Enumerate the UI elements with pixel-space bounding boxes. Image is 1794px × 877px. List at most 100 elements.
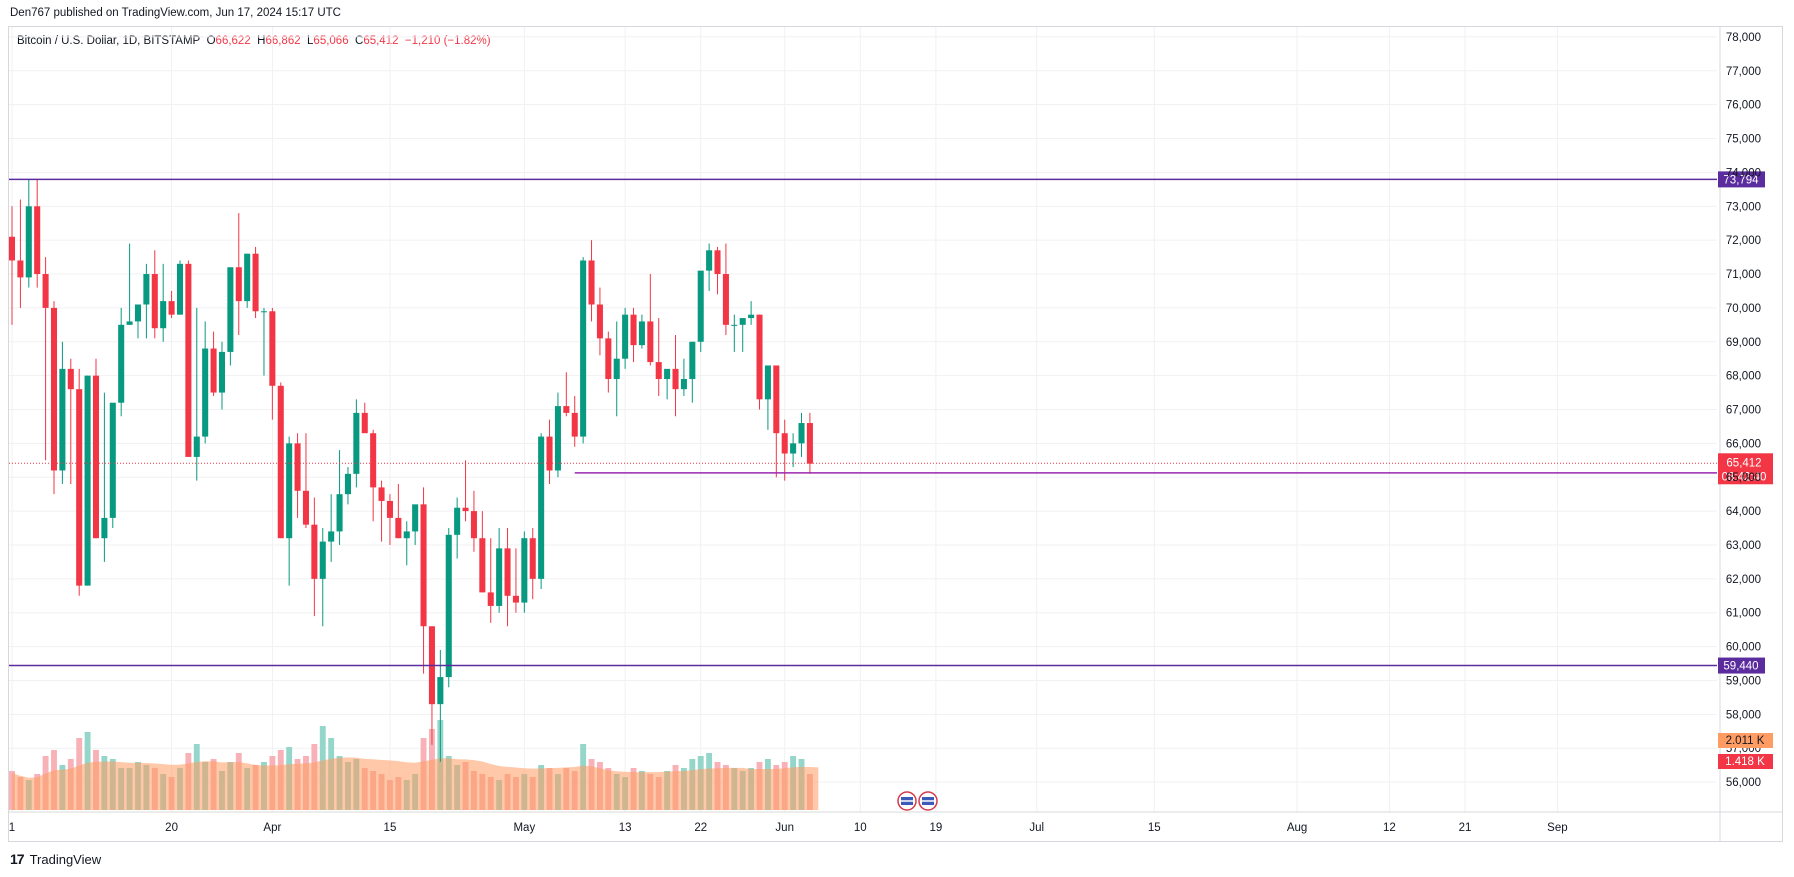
candle-body — [134, 304, 142, 322]
candle-body — [294, 443, 301, 491]
x-tick-label: Jun — [775, 822, 794, 834]
candle-body — [773, 365, 780, 434]
countdown-label: 08:42:40 — [1722, 471, 1767, 483]
candle-body — [596, 304, 603, 339]
candle-body — [277, 385, 284, 539]
candle-body — [193, 436, 200, 457]
candle-body — [269, 311, 276, 386]
candle-body — [630, 314, 637, 346]
x-tick-label: 13 — [619, 822, 632, 834]
us-economic-event-icon — [897, 791, 917, 811]
candle-body — [210, 348, 217, 393]
candle-body — [34, 206, 41, 275]
candle-body — [118, 324, 125, 403]
candle-body — [176, 263, 184, 315]
candle-body — [235, 267, 242, 302]
candle-body — [504, 548, 511, 596]
volume-ma-tag-bg — [1718, 733, 1773, 748]
candle-body — [781, 433, 788, 454]
candle-body — [445, 534, 452, 678]
volume-ma-tag-label: 2.011 K — [1726, 735, 1765, 747]
y-tick-label: 67,000 — [1726, 405, 1761, 417]
candle-body — [25, 206, 32, 278]
candle-body — [244, 253, 251, 302]
candle-body — [420, 504, 427, 627]
candle-body — [756, 314, 763, 400]
candle-body — [454, 507, 461, 535]
candle-body — [92, 375, 100, 539]
candle-body — [529, 538, 536, 579]
candle-body — [496, 548, 503, 606]
y-tick-label: 69,000 — [1726, 337, 1761, 349]
volume-ma-tag: 2.011 K — [1718, 733, 1773, 748]
candle-body — [76, 389, 83, 586]
open-label: O — [206, 35, 216, 47]
x-tick-label: 12 — [1383, 822, 1396, 834]
candle-body — [227, 267, 234, 352]
y-tick-label: 74,000 — [1726, 167, 1761, 179]
candle-body — [689, 341, 696, 380]
candle-body — [462, 507, 469, 512]
y-tick-label: 68,000 — [1726, 371, 1761, 383]
candle-body — [538, 436, 545, 579]
y-tick-label: 60,000 — [1726, 642, 1761, 654]
candle-body — [67, 368, 74, 390]
candle-body — [260, 311, 267, 313]
x-tick-label: Aug — [1287, 822, 1307, 834]
candle-body — [160, 301, 167, 329]
us-economic-event-icon — [918, 791, 938, 811]
low-label: L — [307, 35, 314, 47]
candle-body — [126, 321, 133, 325]
candle-body — [672, 368, 679, 390]
open-value: 66,622 — [215, 35, 251, 47]
candle-body — [50, 307, 58, 471]
y-tick-label: 72,000 — [1726, 235, 1761, 247]
candle-body — [512, 595, 519, 603]
candle-body — [613, 358, 620, 380]
y-tick-label: 59,000 — [1726, 675, 1761, 687]
candle-body — [302, 490, 309, 525]
candle-body — [403, 531, 410, 539]
change-value: −1,210 (−1.82%) — [404, 35, 491, 47]
candle-body — [84, 375, 91, 586]
candle-body — [714, 250, 721, 275]
candle-body — [563, 406, 570, 413]
candle-body — [806, 423, 813, 464]
candle-body — [580, 260, 587, 437]
candle-body — [588, 260, 595, 305]
high-value: 66,862 — [265, 35, 301, 47]
y-tick-label: 58,000 — [1726, 709, 1761, 721]
x-tick-label: 15 — [1148, 822, 1161, 834]
published-header: Den767 published on TradingView.com, Jun… — [10, 7, 341, 19]
tradingview-logo-icon: 17 — [10, 851, 25, 867]
x-tick-label: Sep — [1547, 822, 1567, 834]
footer-brand[interactable]: 17 TradingView — [10, 851, 101, 867]
x-tick-label: 22 — [694, 822, 707, 834]
x-tick-label: 10 — [854, 822, 867, 834]
candle-body — [143, 274, 150, 305]
y-tick-label: 75,000 — [1726, 134, 1761, 146]
symbol-name[interactable]: Bitcoin / U.S. Dollar, 1D, BITSTAMP — [17, 35, 201, 47]
level-price-tag: 59,440 — [1718, 657, 1765, 674]
candle-body — [336, 494, 343, 532]
candle-body — [370, 433, 377, 488]
candle-body — [655, 362, 662, 380]
candle-body — [361, 412, 368, 434]
candle-body — [319, 541, 326, 579]
candle-body — [101, 517, 108, 539]
candle-body — [546, 436, 553, 471]
volume-last-tag-label: 1.418 K — [1725, 756, 1765, 768]
x-tick-label: 21 — [1459, 822, 1472, 834]
y-tick-label: 71,000 — [1726, 269, 1761, 281]
candle-body — [638, 321, 645, 346]
candle-body — [328, 531, 335, 542]
last-price-tag-bg — [1718, 453, 1773, 485]
candle-body — [697, 270, 704, 342]
volume-last-tag: 1.418 K — [1718, 754, 1773, 769]
candle-body — [353, 412, 360, 474]
y-tick-label: 77,000 — [1726, 66, 1761, 78]
close-label: C — [355, 35, 364, 47]
candle-body — [286, 443, 293, 539]
y-tick-label: 70,000 — [1726, 303, 1761, 315]
